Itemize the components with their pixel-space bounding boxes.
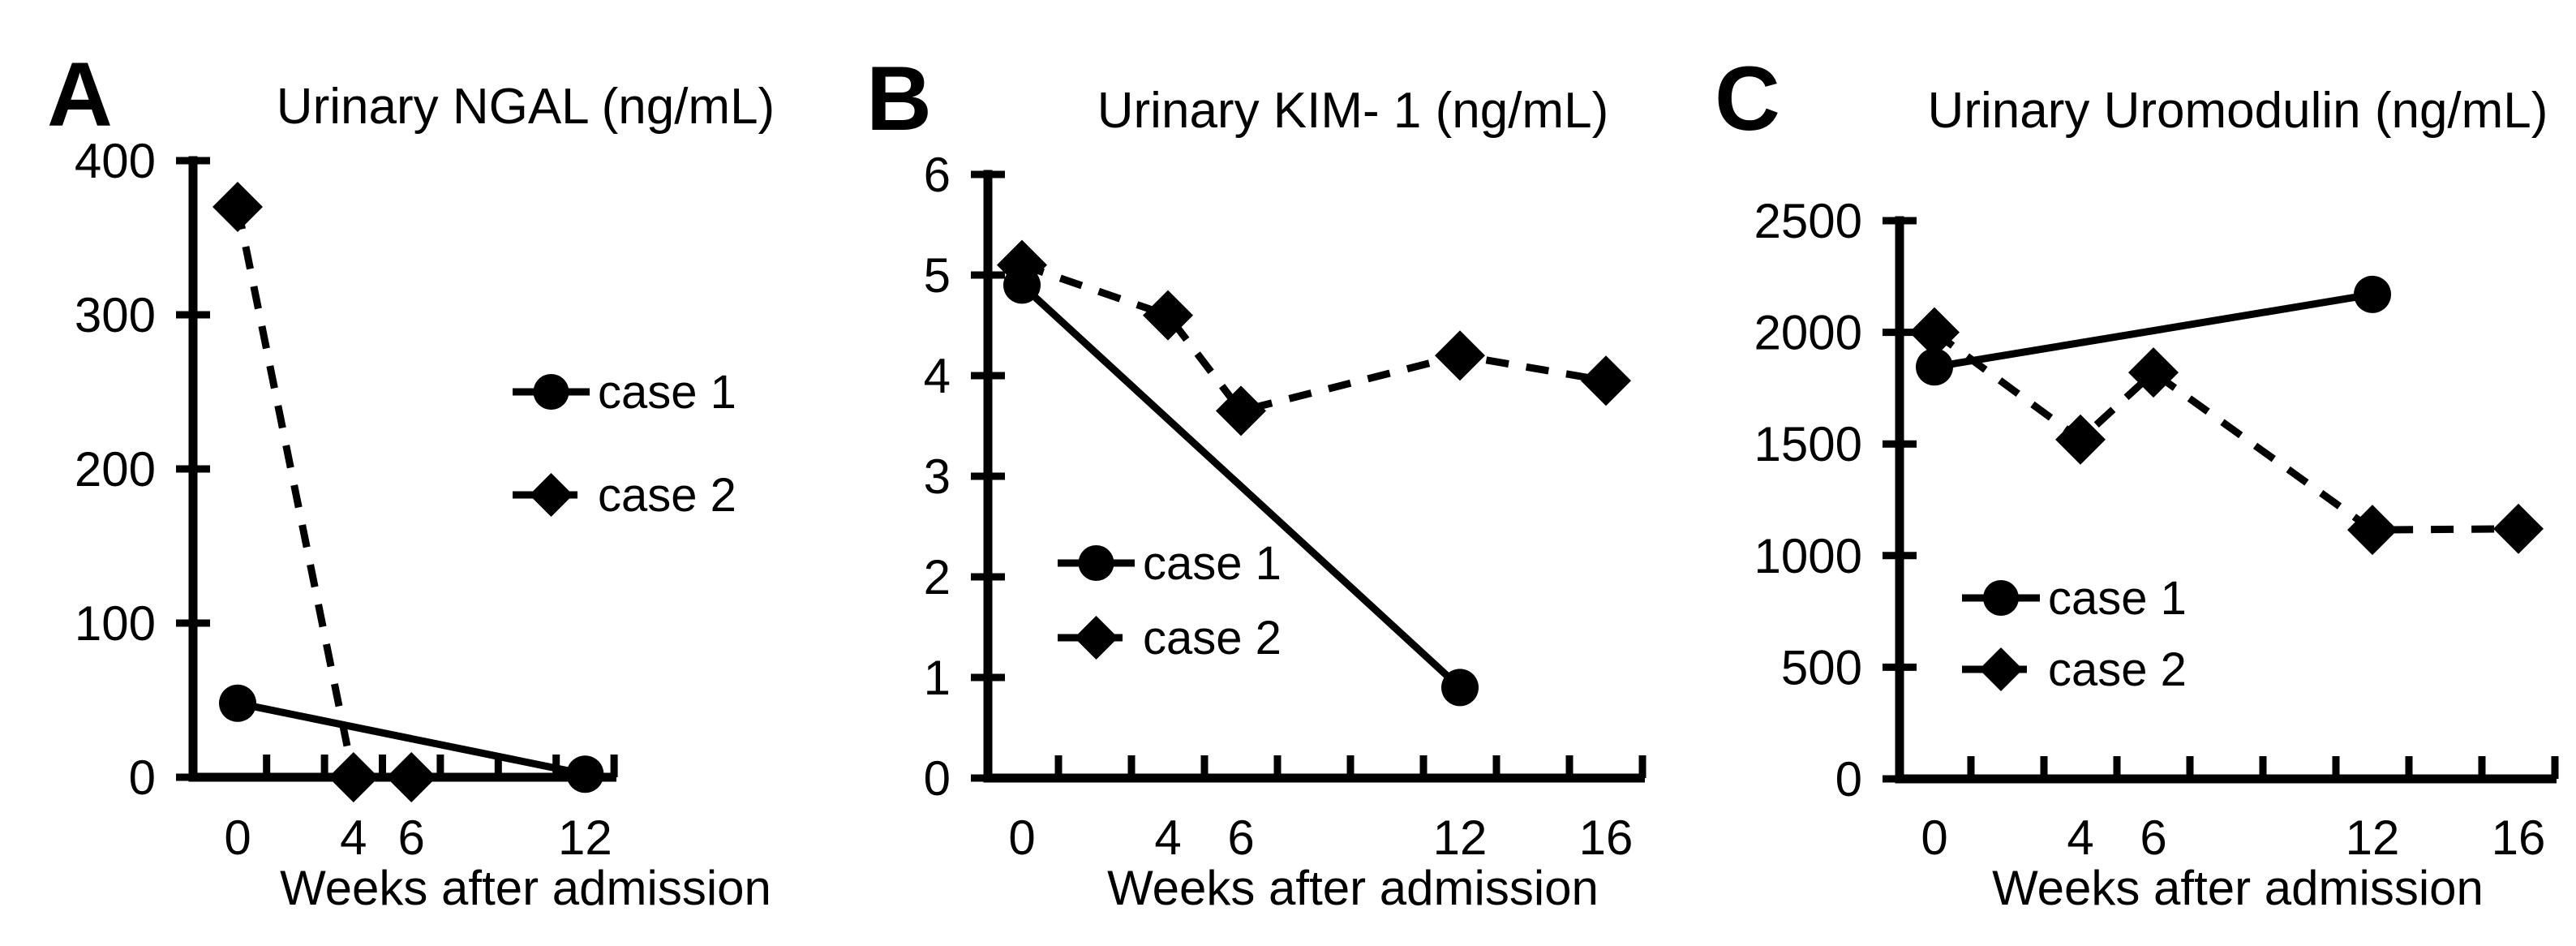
y-tick-label: 400 xyxy=(75,134,156,188)
series-line-case-2 xyxy=(1932,329,2519,534)
y-tick-label: 1000 xyxy=(1754,529,1862,583)
series-line-case-2 xyxy=(1020,261,1607,415)
series-line-case-1 xyxy=(1934,290,2373,371)
legend-label: case 2 xyxy=(1143,612,1282,664)
y-tick-label: 2500 xyxy=(1754,194,1862,248)
legend-label: case 1 xyxy=(1143,537,1282,590)
panel-letter: A xyxy=(47,44,113,145)
x-tick-label: 12 xyxy=(558,811,612,865)
x-tick-label: 4 xyxy=(2067,811,2093,865)
x-tick-label: 16 xyxy=(2492,811,2546,865)
y-tick-label: 4 xyxy=(924,349,951,403)
y-tick-label: 200 xyxy=(75,442,156,497)
legend: case 1 case 2 xyxy=(1058,537,1282,664)
data-point-diamond xyxy=(386,752,437,802)
data-point-diamond xyxy=(1435,330,1485,381)
legend-label: case 2 xyxy=(2048,643,2187,696)
data-point-circle xyxy=(2354,275,2391,313)
data-point-circle xyxy=(219,684,256,722)
y-tick-label: 5 xyxy=(924,248,951,303)
x-tick-label: 0 xyxy=(1921,811,1947,865)
legend-swatch-diamond xyxy=(529,473,573,517)
y-tick-label: 1 xyxy=(924,651,951,705)
y-tick-label: 300 xyxy=(75,288,156,342)
legend-label: case 2 xyxy=(598,469,736,522)
x-axis-title: Weeks after admission xyxy=(1992,861,2484,915)
y-tick-label: 100 xyxy=(75,596,156,651)
legend-swatch-circle xyxy=(533,374,569,410)
y-tick-label: 2 xyxy=(924,550,951,604)
data-point-diamond xyxy=(1143,290,1193,341)
data-point-diamond xyxy=(328,752,379,802)
legend: case 1 case 2 xyxy=(513,366,736,522)
x-tick-label: 6 xyxy=(1227,811,1254,865)
x-tick-label: 0 xyxy=(224,811,251,865)
y-tick-label: 500 xyxy=(1781,640,1862,694)
panel-letter: B xyxy=(866,48,932,149)
x-tick-label: 12 xyxy=(1433,811,1488,865)
y-tick-label: 0 xyxy=(1835,752,1862,806)
x-tick-label: 16 xyxy=(1579,811,1634,865)
legend: case 1 case 2 xyxy=(1962,572,2187,696)
panel-title: Urinary Uromodulin (ng/mL) xyxy=(1928,83,2548,139)
panel-title: Urinary KIM- 1 (ng/mL) xyxy=(1097,83,1608,139)
data-point-diamond xyxy=(2128,347,2179,398)
y-tick-label: 3 xyxy=(924,449,951,504)
data-point-circle xyxy=(1916,348,1953,386)
y-tick-label: 2000 xyxy=(1754,306,1862,360)
panel-C: C Urinary Uromodulin (ng/mL) 0 500 1000 1500 2… xyxy=(1715,48,2559,915)
legend-swatch-circle xyxy=(1983,580,2019,616)
legend-swatch-diamond xyxy=(1074,616,1118,660)
data-point-diamond xyxy=(213,182,263,232)
x-tick-label: 6 xyxy=(398,811,425,865)
data-point-circle xyxy=(566,755,604,793)
legend-swatch-circle xyxy=(1078,545,1114,581)
data-point-diamond xyxy=(1581,355,1631,406)
legend-label: case 1 xyxy=(2048,572,2187,625)
series-line-case-1 xyxy=(237,699,586,778)
legend-swatch-diamond xyxy=(1979,647,2023,691)
data-point-diamond xyxy=(1216,385,1266,436)
y-tick-label: 6 xyxy=(924,148,951,202)
data-point-diamond xyxy=(1909,307,1960,358)
y-tick-label: 0 xyxy=(129,750,156,805)
data-point-circle xyxy=(1441,669,1479,707)
x-tick-label: 12 xyxy=(2346,811,2400,865)
data-point-diamond xyxy=(2493,503,2544,554)
panel-title: Urinary NGAL (ng/mL) xyxy=(277,79,775,135)
data-point-diamond xyxy=(2347,505,2398,556)
x-tick-label: 0 xyxy=(1008,811,1035,865)
x-tick-label: 6 xyxy=(2140,811,2166,865)
y-tick-label: 1500 xyxy=(1754,417,1862,471)
x-axis-title: Weeks after admission xyxy=(280,861,771,915)
panel-letter: C xyxy=(1715,48,1780,149)
legend-label: case 1 xyxy=(598,366,736,419)
panel-A: A Urinary NGAL (ng/mL) 0 100 200 300 400 0 4 6 12W… xyxy=(47,44,775,915)
data-point-diamond xyxy=(2055,414,2106,465)
series-line-case-2 xyxy=(234,206,412,781)
x-tick-label: 4 xyxy=(1154,811,1181,865)
data-point-diamond xyxy=(997,239,1047,290)
x-axis-title: Weeks after admission xyxy=(1107,861,1599,915)
x-tick-label: 4 xyxy=(340,811,367,865)
series-line-case-1 xyxy=(1019,282,1463,690)
y-tick-label: 0 xyxy=(924,751,951,806)
